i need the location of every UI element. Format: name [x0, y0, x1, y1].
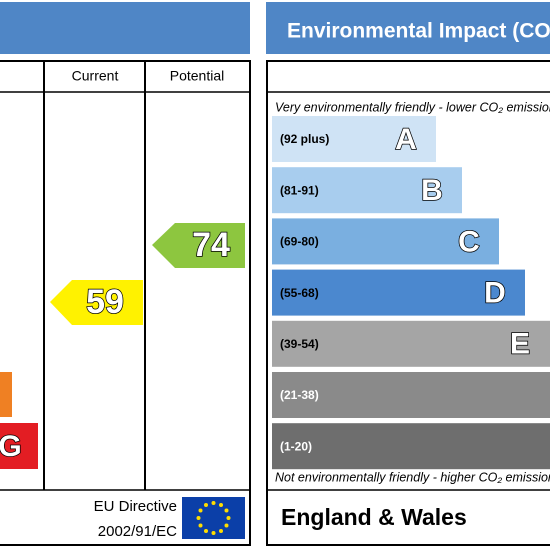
flag-star [219, 503, 223, 508]
band-range: (81-91) [280, 183, 319, 197]
flag-star [224, 508, 229, 513]
eu-flag [182, 497, 245, 539]
environment-frame [266, 60, 550, 546]
flag-star [198, 523, 203, 528]
band-f [0, 372, 12, 417]
band [272, 372, 550, 418]
flag-star [204, 528, 208, 533]
band-letter: C [458, 225, 480, 258]
column-header: Potential [170, 68, 224, 84]
band-letter: D [484, 277, 506, 310]
band-range: (55-68) [280, 286, 319, 300]
region: England & Wales [281, 504, 467, 530]
band-g [0, 423, 38, 469]
band-range: (21-38) [280, 388, 319, 402]
bottom-note: Not environmentally friendly - higher CO… [275, 470, 550, 484]
flag-star [226, 516, 231, 520]
footer-text: EU Directive [94, 498, 177, 515]
flag-star [224, 523, 229, 528]
band-letter: B [421, 174, 443, 207]
current-rating: 59 [86, 283, 124, 321]
potential-rating-arrow [152, 223, 245, 268]
environment-bands: (92 plus) A (81-91) B (69-80) C (55-68) D (39-54… [272, 116, 550, 470]
energy-header [0, 2, 250, 54]
flag-star [196, 516, 201, 520]
top-note: Very environmentally friendly - lower CO… [275, 100, 550, 114]
band-range: (39-54) [280, 337, 319, 351]
band [272, 116, 436, 162]
environment-title: Environmental Impact (CO₂) Rating [287, 20, 550, 43]
flag-star [211, 501, 216, 505]
band [272, 269, 525, 316]
band-range: (69-80) [280, 235, 319, 249]
environment-header [266, 2, 550, 54]
band-range: (1-20) [280, 439, 312, 453]
band-range: (92 plus) [280, 132, 329, 146]
current-rating-arrow [50, 280, 143, 325]
band-letter: G [0, 430, 22, 463]
flag-stars [196, 501, 231, 535]
band [272, 320, 550, 367]
band [272, 167, 462, 214]
potential-rating: 74 [192, 226, 230, 264]
band-letter: A [395, 123, 417, 156]
band-letter: E [510, 328, 530, 361]
footer-text: 2002/91/EC [98, 523, 177, 540]
column-header: Current [72, 68, 119, 84]
flag-star [198, 508, 203, 513]
flag-star [211, 531, 216, 535]
flag-star [219, 528, 223, 533]
band [272, 423, 550, 470]
energy-frame [0, 60, 251, 546]
band [272, 218, 499, 265]
flag-star [204, 503, 208, 508]
